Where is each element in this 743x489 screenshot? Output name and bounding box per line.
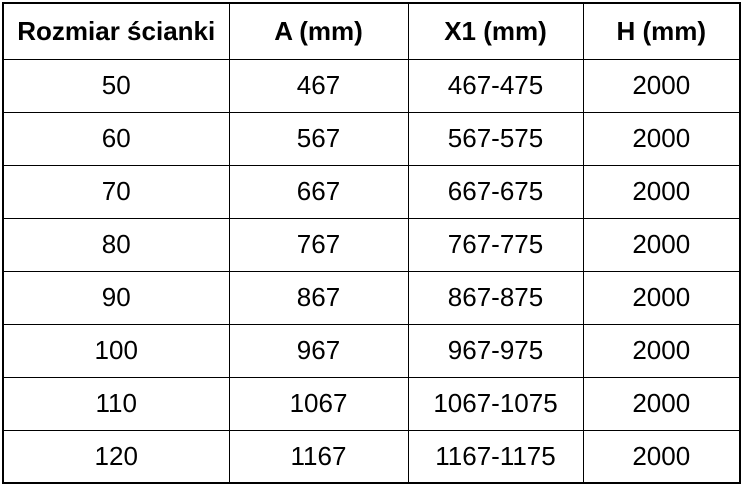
table-row: 70 667 667-675 2000 <box>2 164 741 219</box>
table-cell: 70 <box>2 164 230 219</box>
table-header: Rozmiar ścianki A (mm) X1 (mm) H (mm) <box>2 2 741 60</box>
table-cell: 767 <box>228 217 409 272</box>
table-row: 120 1167 1167-1175 2000 <box>2 429 741 484</box>
table-cell: 467 <box>228 58 409 113</box>
table-row: 100 967 967-975 2000 <box>2 323 741 378</box>
table-cell: 1167-1175 <box>407 429 584 484</box>
table-row: 110 1067 1067-1075 2000 <box>2 376 741 431</box>
table-cell: 867-875 <box>407 270 584 325</box>
table-cell: 90 <box>2 270 230 325</box>
table-cell: 567-575 <box>407 111 584 166</box>
table-cell: 50 <box>2 58 230 113</box>
table-row: 50 467 467-475 2000 <box>2 58 741 113</box>
table-cell: 1067-1075 <box>407 376 584 431</box>
table-row: 90 867 867-875 2000 <box>2 270 741 325</box>
table-cell: 767-775 <box>407 217 584 272</box>
table-row: 80 767 767-775 2000 <box>2 217 741 272</box>
table-cell: 80 <box>2 217 230 272</box>
table-cell: 967 <box>228 323 409 378</box>
table-cell: 2000 <box>582 429 741 484</box>
column-header-rozmiar-scianki: Rozmiar ścianki <box>2 2 230 60</box>
table-cell: 60 <box>2 111 230 166</box>
table-cell: 110 <box>2 376 230 431</box>
column-header-x1-mm: X1 (mm) <box>407 2 584 60</box>
table-cell: 2000 <box>582 270 741 325</box>
table-cell: 667-675 <box>407 164 584 219</box>
table-cell: 2000 <box>582 376 741 431</box>
table-cell: 567 <box>228 111 409 166</box>
table-body: 50 467 467-475 2000 60 567 567-575 2000 … <box>2 58 741 484</box>
table-cell: 467-475 <box>407 58 584 113</box>
table-cell: 2000 <box>582 323 741 378</box>
table-cell: 1167 <box>228 429 409 484</box>
table-cell: 667 <box>228 164 409 219</box>
header-row: Rozmiar ścianki A (mm) X1 (mm) H (mm) <box>2 2 741 60</box>
table-cell: 2000 <box>582 58 741 113</box>
table-cell: 120 <box>2 429 230 484</box>
table-cell: 2000 <box>582 164 741 219</box>
table-cell: 1067 <box>228 376 409 431</box>
column-header-h-mm: H (mm) <box>582 2 741 60</box>
column-header-a-mm: A (mm) <box>228 2 409 60</box>
table-cell: 2000 <box>582 217 741 272</box>
table-cell: 867 <box>228 270 409 325</box>
table-row: 60 567 567-575 2000 <box>2 111 741 166</box>
table-cell: 100 <box>2 323 230 378</box>
table-cell: 2000 <box>582 111 741 166</box>
table-cell: 967-975 <box>407 323 584 378</box>
